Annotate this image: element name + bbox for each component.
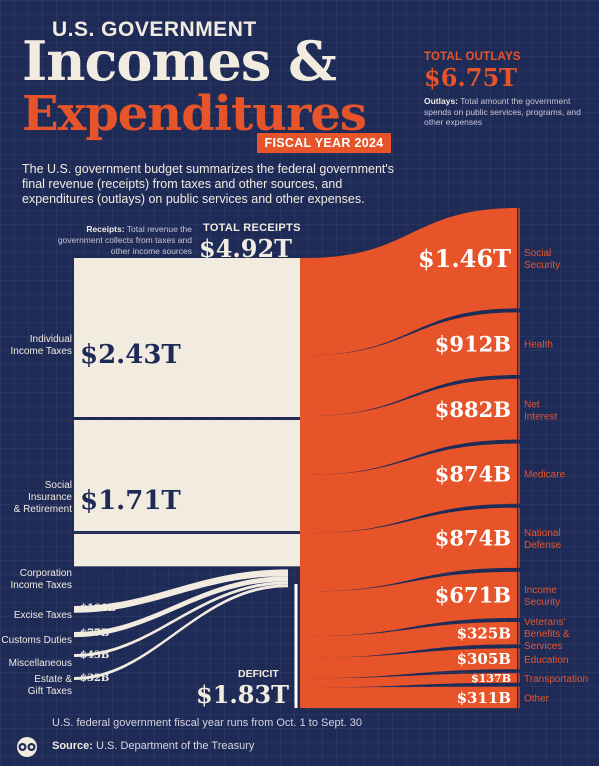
outlays-def-text: Total amount the government spends on pu… bbox=[424, 96, 581, 127]
receipt-name-line: Customs Duties bbox=[1, 635, 72, 646]
outlay-name-social-security-1: Security bbox=[524, 260, 560, 271]
outlay-value-national-defense: $874B bbox=[435, 525, 511, 550]
total-outlays-label: TOTAL OUTLAYS bbox=[424, 51, 521, 63]
outlays-band bbox=[300, 258, 308, 708]
outlay-value-net-interest: $882B bbox=[435, 397, 511, 422]
receipt-name-line: Social bbox=[44, 480, 72, 491]
receipt-name-line: Estate & bbox=[34, 674, 72, 685]
receipt-name-line: Insurance bbox=[28, 492, 72, 503]
outlay-flow-other bbox=[306, 686, 517, 709]
receipt-name-individual-income-taxes: Individual Income Taxes bbox=[10, 334, 72, 358]
fiscal-year-badge: FISCAL YEAR 2024 bbox=[257, 133, 391, 153]
receipt-bar-individual-income-taxes bbox=[74, 258, 300, 417]
receipt-value-individual-income-taxes: $2.43T bbox=[80, 340, 181, 370]
receipt-bar-corporation-income-taxes bbox=[74, 534, 300, 567]
receipt-name-excise-taxes: Excise Taxes bbox=[14, 610, 72, 622]
receipt-name-miscellaneous: Miscellaneous bbox=[9, 658, 72, 670]
source-label: Source: bbox=[52, 740, 93, 752]
outlay-flow-income-security bbox=[306, 571, 517, 637]
total-receipts-label: TOTAL RECEIPTS bbox=[203, 222, 301, 234]
outlay-name-net-interest-1: Interest bbox=[524, 411, 558, 422]
receipts-def-text: Total revenue the government collects fr… bbox=[57, 224, 192, 256]
receipt-name-line: Individual bbox=[29, 334, 72, 345]
outlay-value-other: $311B bbox=[457, 689, 511, 707]
total-receipts-value: $4.92T bbox=[199, 234, 293, 263]
receipt-name-line: Income Taxes bbox=[10, 580, 72, 591]
receipt-value-estate-gift-taxes: $32B bbox=[80, 673, 110, 684]
outlay-flow-medicare bbox=[306, 443, 517, 534]
outlay-name-social-security-0: Social bbox=[524, 248, 551, 259]
outlay-name-veterans-benefits-services-1: Benefits & bbox=[524, 629, 570, 640]
outlay-name-medicare-0: Medicare bbox=[524, 470, 566, 481]
outlay-value-health: $912B bbox=[435, 331, 511, 356]
receipt-name-line: Excise Taxes bbox=[13, 610, 72, 621]
outlay-flow-national-defense bbox=[306, 507, 517, 592]
receipt-flow-excise-taxes bbox=[74, 569, 288, 613]
outlay-name-income-security-1: Security bbox=[524, 597, 560, 608]
outlay-name-income-security-0: Income bbox=[524, 585, 557, 596]
flows-layer bbox=[74, 208, 520, 709]
source-text: U.S. Department of the Treasury bbox=[92, 740, 255, 752]
deficit-value: $1.83T bbox=[196, 680, 290, 709]
deficit-label: DEFICIT bbox=[238, 668, 279, 680]
outlay-value-education: $305B bbox=[457, 650, 511, 668]
outlay-value-transportation: $137B bbox=[471, 672, 511, 685]
outlay-value-income-security: $671B bbox=[435, 582, 511, 607]
title-line2: Expenditures bbox=[22, 86, 367, 142]
title-kicker: U.S. GOVERNMENT bbox=[52, 18, 257, 41]
receipts-definition: Receipts: Total revenue the government c… bbox=[52, 224, 192, 257]
outlay-flow-health bbox=[306, 312, 517, 417]
receipt-value-corporation-income-taxes: $530B bbox=[80, 569, 149, 591]
receipt-name-line: Miscellaneous bbox=[8, 658, 72, 669]
intro-text: The U.S. government budget summarizes th… bbox=[22, 162, 395, 206]
outlay-name-other-0: Other bbox=[524, 693, 550, 704]
outlays-definition: Outlays: Total amount the government spe… bbox=[424, 96, 589, 128]
outlay-flow-transportation bbox=[306, 673, 517, 688]
outlay-flow-veterans-benefits-services bbox=[306, 621, 517, 658]
outlay-name-education-0: Education bbox=[524, 655, 568, 666]
receipt-value-excise-taxes: $101B bbox=[80, 603, 117, 614]
receipt-name-customs-duties: Customs Duties bbox=[1, 635, 72, 647]
outlay-name-health-0: Health bbox=[524, 340, 553, 351]
receipt-value-customs-duties: $77B bbox=[80, 628, 110, 639]
receipt-bar-social-insurance-retirement bbox=[74, 420, 300, 531]
outlays-def-term: Outlays: bbox=[424, 96, 459, 106]
outlay-name-net-interest-0: Net bbox=[524, 399, 540, 410]
outlay-value-social-security: $1.46T bbox=[418, 244, 511, 273]
logo-icon bbox=[12, 736, 42, 763]
receipt-name-line: Income Taxes bbox=[10, 346, 72, 357]
receipt-name-estate-gift-taxes: Estate & Gift Taxes bbox=[28, 674, 72, 698]
outlay-flow-net-interest bbox=[306, 379, 517, 475]
outlay-name-veterans-benefits-services-0: Veterans' bbox=[524, 617, 565, 628]
outlay-name-transportation-0: Transportation bbox=[524, 674, 588, 685]
receipt-name-line: & Retirement bbox=[13, 504, 72, 515]
title-line1: Incomes & bbox=[22, 29, 337, 93]
outlay-name-national-defense-1: Defense bbox=[524, 540, 562, 551]
outlay-flow-social-security bbox=[306, 208, 517, 356]
outlay-value-veterans-benefits-services: $325B bbox=[457, 625, 511, 643]
outlay-name-national-defense-0: National bbox=[524, 528, 561, 539]
receipt-value-miscellaneous: $43B bbox=[80, 650, 110, 661]
receipt-name-corporation-income-taxes: Corporation Income Taxes bbox=[10, 568, 72, 592]
receipt-name-line: Gift Taxes bbox=[27, 686, 72, 697]
source-line: Source: U.S. Department of the Treasury bbox=[52, 740, 254, 752]
receipt-value-social-insurance-retirement: $1.71T bbox=[80, 486, 181, 516]
receipts-def-term: Receipts: bbox=[86, 224, 125, 234]
outlay-name-veterans-benefits-services-2: Services bbox=[524, 641, 562, 652]
outlay-flow-education bbox=[306, 648, 517, 679]
total-outlays-value: $6.75T bbox=[424, 63, 518, 92]
receipt-name-line: Corporation bbox=[19, 568, 72, 579]
receipt-name-social-insurance-retirement: Social Insurance & Retirement bbox=[14, 480, 72, 516]
footnote: U.S. federal government fiscal year runs… bbox=[52, 717, 362, 729]
outlay-value-medicare: $874B bbox=[435, 461, 511, 486]
receipt-flow-customs-duties bbox=[74, 576, 288, 638]
